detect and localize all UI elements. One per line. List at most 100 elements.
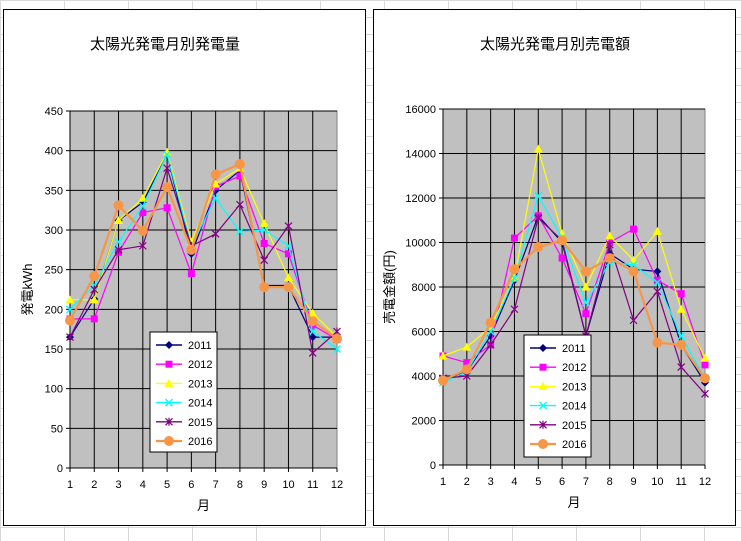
data-point bbox=[65, 315, 75, 326]
x-tick-label: 11 bbox=[307, 479, 318, 491]
data-point bbox=[260, 256, 269, 265]
data-point bbox=[438, 351, 448, 360]
data-point bbox=[259, 282, 270, 293]
data-point bbox=[605, 240, 614, 249]
data-point bbox=[462, 342, 472, 351]
data-point bbox=[259, 219, 269, 228]
data-point bbox=[163, 164, 172, 173]
data-point bbox=[211, 229, 220, 238]
data-point bbox=[581, 282, 591, 291]
y-tick-label: 200 bbox=[45, 304, 63, 316]
data-point bbox=[653, 276, 661, 284]
x-tick-label: 10 bbox=[282, 479, 294, 491]
data-point bbox=[677, 363, 686, 372]
data-point bbox=[308, 333, 317, 342]
chart-panel-generation: 太陽光発電月別発電量 0 50 100 150 200 250 300 350 400 450 1 2 3… bbox=[3, 9, 366, 526]
data-point bbox=[283, 282, 294, 293]
data-point bbox=[90, 315, 98, 323]
y-tick-label: 100 bbox=[45, 384, 63, 396]
x-tick-label: 7 bbox=[213, 479, 219, 491]
data-point bbox=[162, 182, 173, 193]
data-point bbox=[605, 231, 615, 240]
data-point bbox=[461, 364, 472, 375]
y-tick-label: 0 bbox=[430, 460, 436, 472]
data-point bbox=[211, 194, 220, 203]
data-point bbox=[652, 337, 663, 348]
y-tick-label: 250 bbox=[45, 265, 63, 277]
data-point bbox=[308, 308, 318, 317]
data-point bbox=[653, 267, 662, 276]
y-tick-label: 300 bbox=[45, 225, 63, 237]
data-point bbox=[653, 278, 662, 287]
data-point bbox=[701, 389, 709, 398]
data-point bbox=[580, 266, 591, 277]
legend-marker bbox=[164, 378, 174, 387]
data-point bbox=[510, 305, 519, 314]
data-point bbox=[604, 253, 615, 264]
data-point bbox=[629, 316, 638, 325]
data-point bbox=[534, 191, 543, 200]
data-point bbox=[163, 204, 171, 212]
y-tick-label: 0 bbox=[57, 463, 63, 475]
data-point bbox=[676, 339, 687, 350]
data-point bbox=[486, 340, 495, 349]
data-point bbox=[653, 287, 662, 296]
legend-marker bbox=[539, 420, 547, 429]
legend: 2011 2012 2013 2014 2015 2016 bbox=[149, 331, 218, 453]
data-point bbox=[138, 241, 147, 250]
series-line bbox=[69, 166, 338, 355]
x-tick-label: 2 bbox=[464, 476, 470, 488]
data-point bbox=[234, 159, 245, 170]
chart-panel-sales: 太陽光発電月別売電額 0 2000 4000 6000 8000 10000 12000 140… bbox=[373, 9, 736, 526]
x-tick-label: 12 bbox=[331, 479, 343, 491]
y-tick-label: 2000 bbox=[412, 416, 436, 428]
y-tick-label: 350 bbox=[45, 185, 63, 197]
data-point bbox=[534, 214, 543, 223]
series-2015 bbox=[66, 164, 341, 357]
data-point bbox=[307, 316, 318, 327]
x-tick-label: 1 bbox=[440, 476, 446, 488]
data-point bbox=[510, 234, 518, 242]
y-tick-label: 50 bbox=[51, 423, 63, 435]
x-tick-label: 3 bbox=[115, 479, 121, 491]
y-axis-label: 売電金額(円) bbox=[382, 250, 397, 324]
x-tick-label: 6 bbox=[188, 479, 194, 491]
data-point bbox=[558, 254, 566, 262]
legend-marker bbox=[165, 360, 173, 368]
data-point bbox=[533, 241, 544, 252]
legend-label: 2016 bbox=[188, 436, 212, 448]
series-2016 bbox=[65, 159, 342, 344]
data-point bbox=[677, 290, 685, 298]
data-point bbox=[630, 225, 638, 233]
data-point bbox=[235, 227, 244, 236]
data-point bbox=[65, 295, 75, 304]
legend-marker bbox=[538, 381, 548, 390]
data-point bbox=[652, 226, 662, 235]
sales-chart: 太陽光発電月別売電額 0 2000 4000 6000 8000 10000 12000 140… bbox=[382, 36, 711, 510]
x-tick-label: 11 bbox=[675, 476, 686, 488]
data-point bbox=[700, 353, 710, 362]
legend-label: 2015 bbox=[188, 417, 212, 429]
legend-label: 2015 bbox=[562, 420, 586, 432]
series-line bbox=[69, 152, 338, 350]
data-point bbox=[235, 200, 244, 209]
data-point bbox=[89, 271, 100, 282]
legend-marker bbox=[165, 398, 173, 407]
y-tick-label: 150 bbox=[45, 344, 63, 356]
data-point bbox=[187, 270, 195, 278]
series-line bbox=[69, 162, 338, 340]
data-point bbox=[333, 345, 341, 353]
x-tick-label: 3 bbox=[488, 476, 494, 488]
x-tick-label: 8 bbox=[607, 476, 613, 488]
chart-title: 太陽光発電月別売電額 bbox=[480, 36, 630, 53]
series-2016 bbox=[438, 235, 710, 386]
y-tick-label: 6000 bbox=[412, 327, 436, 339]
legend-label: 2013 bbox=[188, 378, 212, 390]
data-point bbox=[210, 169, 221, 180]
x-tick-label: 4 bbox=[511, 476, 517, 488]
data-point bbox=[283, 273, 293, 282]
data-point bbox=[284, 241, 293, 250]
x-tick-label: 9 bbox=[261, 479, 267, 491]
x-tick-label: 5 bbox=[164, 479, 170, 491]
